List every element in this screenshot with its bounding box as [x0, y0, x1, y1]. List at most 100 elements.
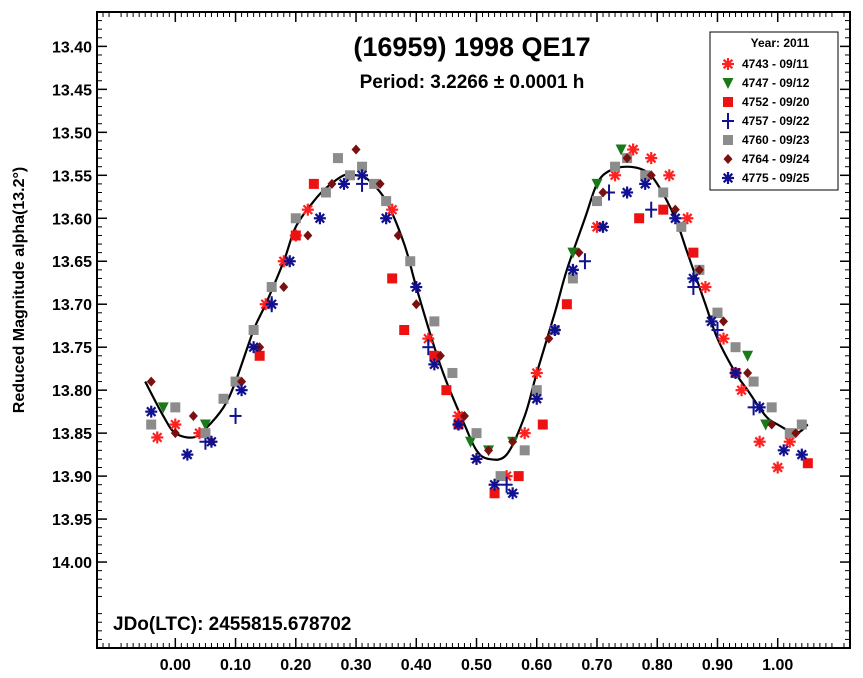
data-point — [337, 177, 350, 190]
data-point — [639, 177, 652, 190]
y-tick-label: 13.40 — [52, 39, 92, 56]
data-point — [308, 178, 319, 189]
data-point — [771, 461, 784, 474]
data-point — [574, 247, 584, 258]
data-point — [743, 367, 753, 378]
chart-title: (16959) 1998 QE17 — [353, 32, 590, 62]
data-point — [688, 247, 699, 258]
legend-entry-label: 4775 - 09/25 — [742, 171, 810, 185]
data-point — [351, 144, 361, 155]
data-point — [694, 264, 704, 275]
legend-marker — [722, 172, 734, 184]
data-point — [712, 307, 723, 318]
data-point — [247, 341, 260, 354]
data-point — [441, 385, 452, 396]
data-point — [375, 178, 385, 189]
data-point — [146, 419, 157, 430]
data-point — [471, 428, 482, 439]
data-points — [145, 143, 813, 500]
y-tick-label: 13.70 — [52, 297, 92, 314]
data-point — [753, 401, 766, 414]
data-point — [699, 281, 712, 294]
data-point — [791, 428, 801, 439]
data-point — [609, 169, 622, 182]
data-point — [429, 350, 440, 361]
legend-title: Year: 2011 — [751, 36, 810, 50]
data-point — [422, 339, 435, 356]
data-point — [313, 212, 326, 225]
data-point — [687, 272, 700, 285]
data-point — [717, 332, 730, 345]
data-point — [566, 263, 579, 276]
data-point — [711, 322, 724, 338]
x-tick-label: 0.80 — [642, 657, 673, 674]
data-point — [735, 384, 748, 397]
legend-marker — [722, 78, 734, 89]
data-point — [669, 212, 682, 225]
data-point — [387, 273, 398, 284]
data-point — [188, 410, 198, 421]
legend-box — [709, 31, 839, 191]
data-point — [229, 407, 242, 424]
data-point — [170, 402, 181, 413]
data-point — [753, 435, 766, 448]
data-point — [530, 366, 543, 379]
data-point — [145, 405, 158, 418]
data-point — [622, 153, 632, 164]
data-point — [567, 247, 579, 259]
data-point — [170, 428, 180, 439]
data-point — [254, 350, 265, 361]
data-point — [567, 273, 578, 284]
data-point — [237, 376, 247, 387]
data-point — [429, 316, 440, 327]
y-tick-label: 13.65 — [52, 254, 92, 271]
data-point — [591, 178, 603, 190]
data-point — [748, 376, 759, 387]
data-point — [393, 230, 403, 241]
data-point — [279, 282, 289, 293]
legend-entry-label: 4743 - 09/11 — [742, 57, 809, 71]
data-point — [327, 178, 337, 189]
data-point — [729, 366, 742, 379]
data-point — [658, 204, 669, 215]
data-point — [730, 342, 741, 353]
x-tick-label: 0.40 — [401, 657, 432, 674]
data-point — [658, 187, 669, 198]
data-point — [356, 169, 369, 182]
legend-entry-label: 4757 - 09/22 — [742, 114, 810, 128]
data-point — [181, 448, 194, 461]
data-point — [265, 298, 278, 311]
data-point — [561, 299, 572, 310]
x-tick-label: 0.10 — [220, 657, 251, 674]
data-point — [610, 161, 621, 172]
data-point — [615, 144, 627, 156]
legend-marker — [723, 97, 733, 107]
data-point — [428, 358, 441, 371]
data-point — [290, 230, 301, 241]
data-point — [519, 445, 530, 456]
legend-entry-label: 4747 - 09/12 — [742, 76, 810, 90]
legend-marker — [722, 113, 734, 129]
data-point — [597, 220, 610, 233]
data-point — [530, 392, 543, 405]
data-point — [386, 203, 399, 216]
x-axis-ticks: 0.00 0.10 0.20 0.30 0.40 0.50 0.60 0.70 0.80 0.90… — [102, 12, 845, 674]
data-point — [235, 384, 248, 397]
x-tick-label: 0.30 — [340, 657, 371, 674]
y-tick-label: 13.60 — [52, 211, 92, 228]
data-point — [518, 427, 531, 440]
data-point — [411, 299, 421, 310]
data-point — [435, 350, 445, 361]
data-point — [283, 255, 296, 268]
data-point — [345, 170, 356, 181]
y-tick-label: 13.95 — [52, 512, 92, 529]
data-point — [380, 212, 393, 225]
legend-marker — [723, 135, 733, 145]
data-point — [621, 186, 634, 199]
data-point — [767, 419, 777, 430]
data-point — [199, 419, 211, 431]
jd-annotation: JDo(LTC): 2455815.678702 — [113, 614, 351, 635]
data-point — [766, 402, 777, 413]
fit-curve — [144, 165, 809, 461]
data-point — [640, 170, 651, 181]
